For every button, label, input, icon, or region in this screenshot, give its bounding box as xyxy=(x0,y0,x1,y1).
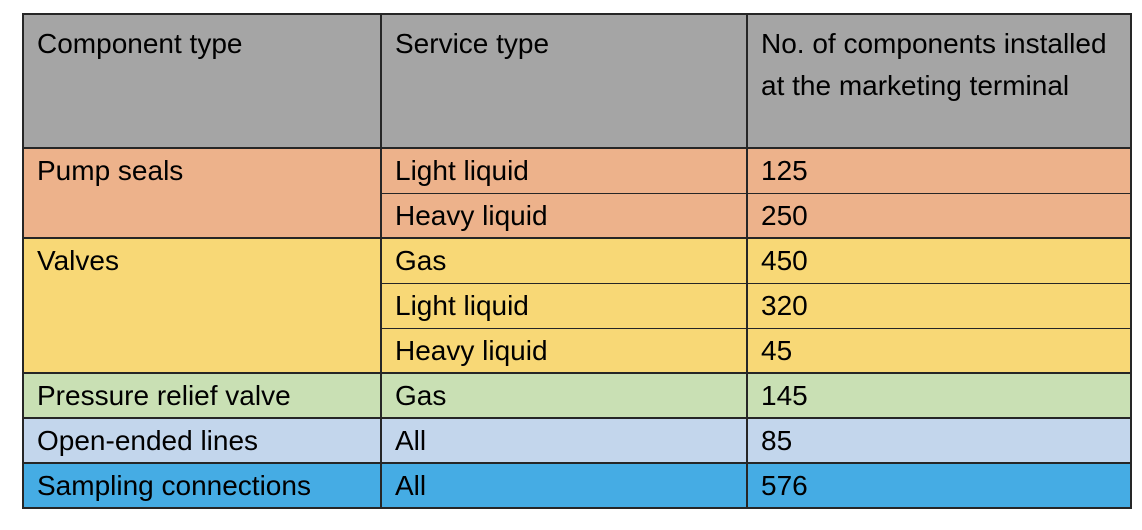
cell-component-sampling-connections: Sampling connections xyxy=(22,462,382,509)
table-row: Valves Gas 450 xyxy=(22,237,1132,374)
cell-count: 45 xyxy=(746,327,1132,374)
cell-component-pump-seals: Pump seals xyxy=(22,147,382,239)
table-row: Pump seals Light liquid 125 xyxy=(22,147,1132,239)
cell-component-pressure-relief-valve: Pressure relief valve xyxy=(22,372,382,419)
cell-count: 450 xyxy=(746,237,1132,284)
cell-count: 145 xyxy=(746,372,1132,419)
cell-component-open-ended-lines: Open-ended lines xyxy=(22,417,382,464)
header-no-of-components: No. of components installed at the marke… xyxy=(746,13,1132,149)
cell-count: 320 xyxy=(746,282,1132,329)
cell-count: 576 xyxy=(746,462,1132,509)
table-row: Sampling connections All 576 xyxy=(22,462,1132,509)
header-service-type: Service type xyxy=(380,13,748,149)
table-row: Pressure relief valve Gas 145 xyxy=(22,372,1132,419)
cell-service: Heavy liquid xyxy=(380,327,748,374)
table-header-row: Component type Service type No. of compo… xyxy=(22,13,1132,149)
cell-count: 85 xyxy=(746,417,1132,464)
cell-component-valves: Valves xyxy=(22,237,382,374)
cell-service: Heavy liquid xyxy=(380,192,748,239)
cell-service: All xyxy=(380,417,748,464)
table-row: Heavy liquid 45 xyxy=(23,327,1132,374)
table-row: Open-ended lines All 85 xyxy=(22,417,1132,464)
header-component-type: Component type xyxy=(22,13,382,149)
cell-count: 125 xyxy=(746,147,1132,194)
cell-service: All xyxy=(380,462,748,509)
cell-service: Gas xyxy=(380,237,748,284)
components-table: Component type Service type No. of compo… xyxy=(22,13,1132,509)
cell-service: Light liquid xyxy=(380,282,748,329)
cell-service: Light liquid xyxy=(380,147,748,194)
table-row: Heavy liquid 250 xyxy=(23,192,1132,239)
cell-count: 250 xyxy=(746,192,1132,239)
cell-service: Gas xyxy=(380,372,748,419)
